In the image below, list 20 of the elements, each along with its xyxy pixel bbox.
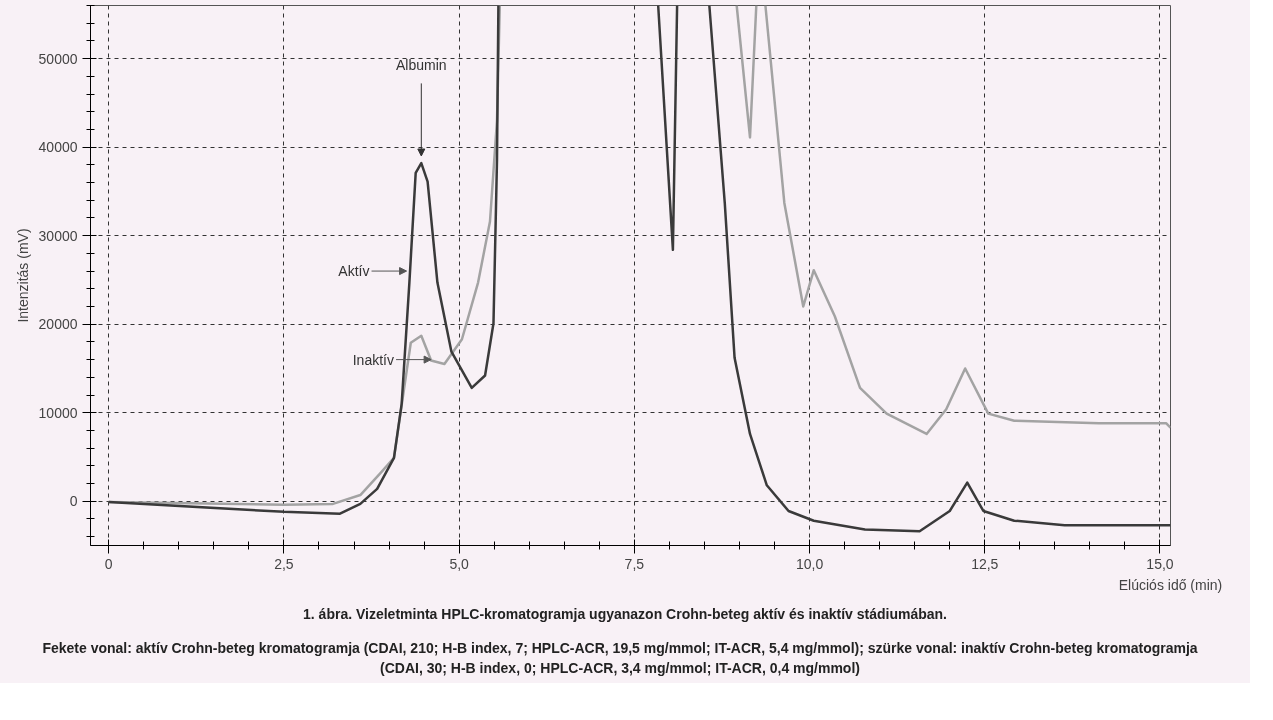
x-tick-label: 0: [104, 555, 113, 572]
text: Fekete vonal: aktív Crohn-beteg kromatogramja (CDAI, 210; H-B index, 7; HPLC-ACR, 19,5 mg/mmol; IT-ACR, 5,4 mg/mmol); szürke vonal: inaktív Crohn-beteg kromatogramja (CDAI, 30; H-B index, 0; HPLC-ACR, 3,4 mg/mmol; IT-ACR, 0,4 mg/mmol): [41, 639, 1199, 678]
y-tick-label: 0: [69, 493, 78, 510]
annotation: Aktív: [338, 263, 370, 280]
text: 1. ábra. Vizeletminta HPLC-kromatogramja ugyanazon Crohn-beteg aktív és inaktív stádiumában.: [303, 605, 947, 624]
y-tick-label: 30000: [38, 227, 78, 244]
x-axis-title: Elúciós idő (min): [1118, 576, 1223, 593]
annotation: Inaktív: [352, 351, 394, 368]
x-tick-label: 5,0: [449, 555, 470, 572]
y-tick-label: 20000: [38, 316, 78, 333]
x-tick-label: 15,0: [1146, 555, 1174, 572]
y-tick-label: 50000: [38, 50, 78, 67]
x-tick-label: 2,5: [274, 555, 294, 572]
annotation: Albumin: [396, 56, 447, 73]
y-tick-label: 40000: [38, 139, 78, 156]
x-tick-label: 10,0: [795, 555, 824, 572]
x-tick-label: 12,5: [971, 555, 999, 572]
x-tick-label: 7,5: [624, 555, 645, 572]
y-tick-label: 10000: [38, 404, 78, 421]
y-axis-title: Intenzitás (mV): [14, 228, 31, 323]
